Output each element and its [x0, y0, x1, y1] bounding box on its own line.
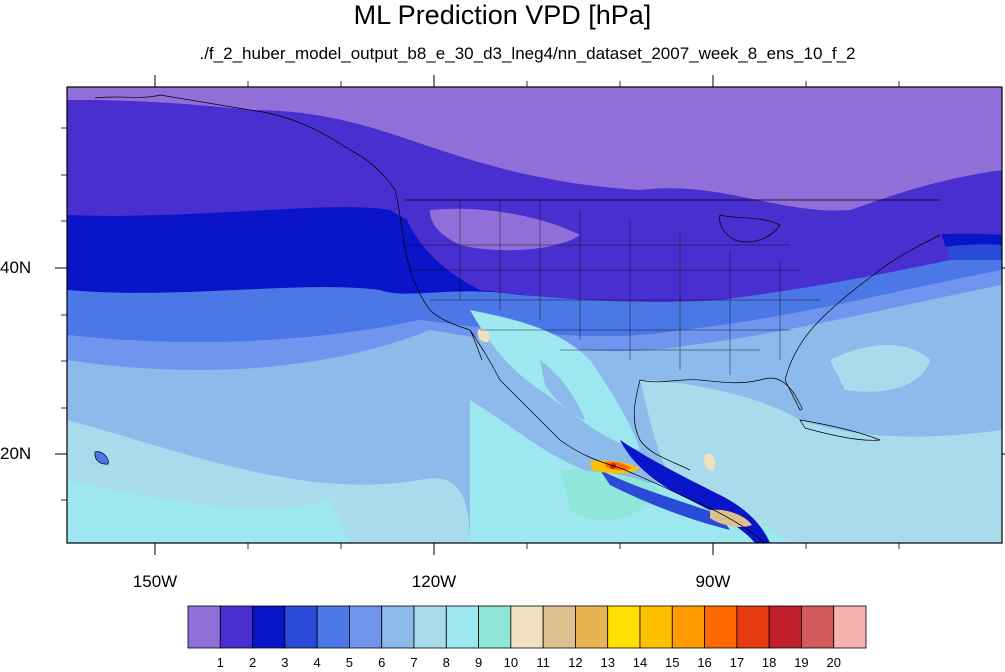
coastlines	[94, 94, 941, 543]
colorbar-swatch	[542, 605, 576, 649]
colorbar-swatch	[510, 605, 544, 649]
colorbar-tick-label: 19	[794, 655, 809, 670]
lon-label-120w: 120W	[411, 572, 457, 591]
hot-5	[704, 453, 716, 471]
colorbar-swatch	[607, 605, 641, 649]
lat-label-40n: 40N	[0, 258, 32, 277]
colorbar-tick-label: 7	[410, 655, 418, 670]
band-1-land	[430, 208, 580, 251]
colorbar-tick-label: 15	[665, 655, 680, 670]
hot-4	[710, 509, 752, 528]
colorbar-swatch	[316, 605, 350, 649]
colorbar-swatch	[671, 605, 705, 649]
colorbar-tick-label: 5	[345, 655, 354, 670]
lat-label-20n: 20N	[0, 444, 32, 463]
colorbar-tick-label: 13	[600, 655, 615, 670]
state-borders	[405, 200, 820, 375]
colorbar-swatch	[381, 605, 415, 649]
colorbar-swatch	[575, 605, 609, 649]
lon-label-150w: 150W	[132, 572, 178, 591]
band-10-c	[560, 470, 660, 521]
colorbar-tick-label: 3	[281, 655, 289, 670]
colorbar-swatch	[478, 605, 512, 649]
hot-6	[477, 328, 490, 343]
colorbar-swatch	[252, 605, 286, 649]
colorbar-swatch	[833, 605, 867, 649]
band-8-ne	[830, 345, 930, 392]
band-6	[67, 270, 1002, 370]
colorbar-tick-label: 9	[474, 655, 483, 670]
colorbar-swatch	[445, 605, 479, 649]
contour-field	[67, 87, 1002, 543]
colorbar-swatch	[219, 605, 253, 649]
colorbar-tick-label: 20	[826, 655, 841, 670]
colorbar-swatch	[736, 605, 770, 649]
colorbar-tick-label: 1	[216, 655, 224, 670]
colorbar-tick-label: 4	[313, 655, 321, 670]
minor-ticks	[61, 81, 900, 549]
lon-label-90w: 90W	[695, 572, 731, 591]
tick-marks	[55, 75, 1005, 555]
chart-subtitle: ./f_2_huber_model_output_b8_e_30_d3_lneg…	[199, 44, 856, 63]
colorbar-swatch	[349, 605, 383, 649]
colorbar-tick-label: 6	[378, 655, 386, 670]
colorbar-swatch	[413, 605, 447, 649]
colorbar-tick-label: 18	[761, 655, 777, 670]
colorbar-tick-label: 16	[697, 655, 712, 670]
colorbar-swatch	[704, 605, 738, 649]
colorbar-swatch	[801, 605, 835, 649]
colorbar-tick-label: 14	[632, 655, 648, 670]
colorbar-tick-label: 2	[248, 655, 257, 670]
colorbar-tick-label: 8	[442, 655, 450, 670]
colorbar-swatch	[639, 605, 673, 649]
chart-title: ML Prediction VPD [hPa]	[353, 0, 652, 30]
band-9-sw	[67, 480, 350, 543]
band-1	[67, 87, 1002, 211]
band-4-ca	[600, 470, 730, 530]
colorbar-swatch	[284, 605, 318, 649]
colorbar-tick-label: 10	[503, 655, 519, 670]
colorbar-tick-label: 17	[729, 655, 745, 670]
colorbar-swatch	[768, 605, 802, 649]
colorbar	[187, 605, 867, 649]
colorbar-swatch	[187, 605, 221, 649]
colorbar-tick-label: 12	[568, 655, 583, 670]
band-7-mx	[540, 360, 585, 420]
colorbar-tick-label: 11	[536, 655, 550, 670]
